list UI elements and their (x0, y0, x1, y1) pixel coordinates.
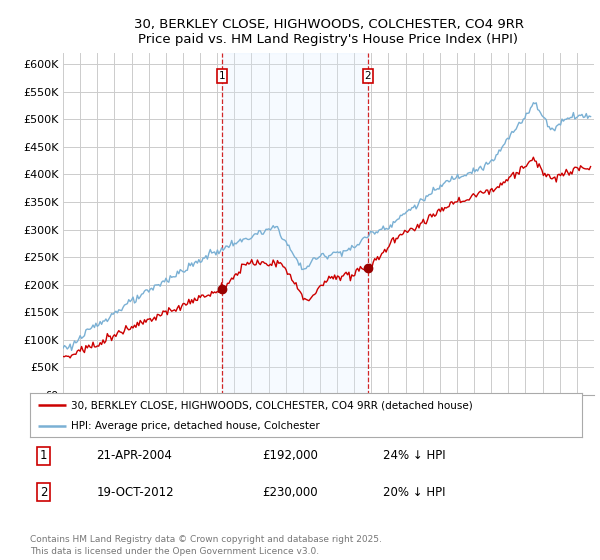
Text: HPI: Average price, detached house, Colchester: HPI: Average price, detached house, Colc… (71, 421, 320, 431)
Text: 1: 1 (219, 71, 226, 81)
Text: 21-APR-2004: 21-APR-2004 (96, 449, 172, 462)
Text: Contains HM Land Registry data © Crown copyright and database right 2025.
This d: Contains HM Land Registry data © Crown c… (30, 535, 382, 556)
Text: 2: 2 (365, 71, 371, 81)
Text: £192,000: £192,000 (262, 449, 318, 462)
Title: 30, BERKLEY CLOSE, HIGHWOODS, COLCHESTER, CO4 9RR
Price paid vs. HM Land Registr: 30, BERKLEY CLOSE, HIGHWOODS, COLCHESTER… (133, 18, 523, 46)
Text: 19-OCT-2012: 19-OCT-2012 (96, 486, 174, 498)
Bar (222, 53, 368, 395)
Text: 24% ↓ HPI: 24% ↓ HPI (383, 449, 446, 462)
Text: 30, BERKLEY CLOSE, HIGHWOODS, COLCHESTER, CO4 9RR (detached house): 30, BERKLEY CLOSE, HIGHWOODS, COLCHESTER… (71, 400, 473, 410)
Text: 1: 1 (40, 449, 47, 462)
Text: £230,000: £230,000 (262, 486, 317, 498)
Text: 20% ↓ HPI: 20% ↓ HPI (383, 486, 446, 498)
Text: 2: 2 (40, 486, 47, 498)
